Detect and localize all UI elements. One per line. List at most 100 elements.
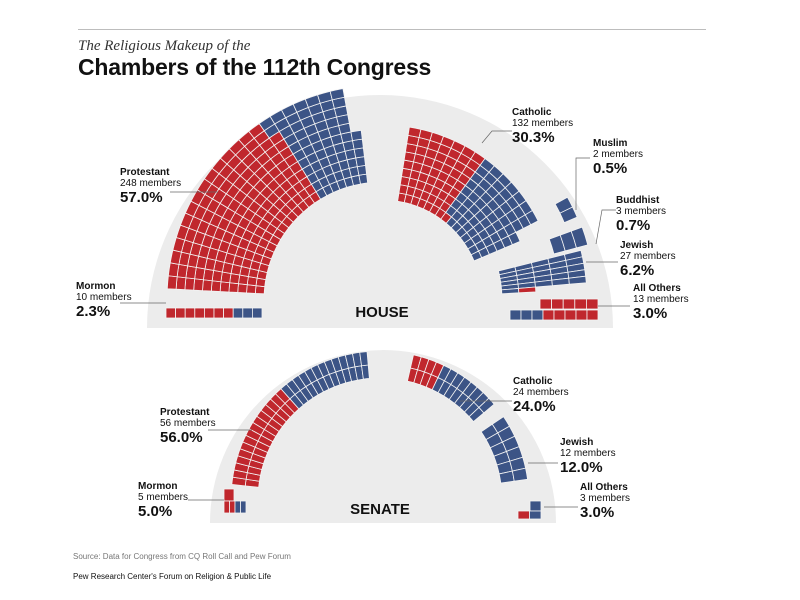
senate-catholic-seat — [478, 397, 495, 414]
house-catholic-seat — [507, 231, 521, 246]
senate-mormon-name: Mormon — [138, 481, 178, 492]
senate-mormon-seat — [234, 500, 241, 514]
house-protestant-seat — [202, 279, 213, 292]
senate-catholic-count: 24 members — [513, 387, 569, 398]
senate-mormon-seat — [223, 500, 230, 514]
house-others-seat — [551, 298, 564, 310]
senate-mormon-seat — [240, 500, 247, 514]
source-note: Source: Data for Congress from CQ Roll C… — [73, 552, 291, 561]
house-jewish-label: Jewish 27 members 6.2% — [620, 240, 676, 279]
house-muslim-percent: 0.5% — [593, 160, 628, 177]
house-mormon-seat — [251, 307, 263, 319]
senate-mormon-seat — [229, 500, 236, 514]
senate-others-seat — [529, 510, 542, 520]
house-buddhist-label: Buddhist 3 members 0.7% — [616, 195, 666, 234]
house-chamber-label: HOUSE — [355, 304, 409, 321]
house-others-seat — [509, 309, 522, 321]
house-muslim-seat — [559, 206, 578, 224]
senate-jewish-count: 12 members — [560, 448, 616, 459]
senate-protestant-seat — [361, 364, 370, 380]
house-mormon-seat — [175, 307, 186, 319]
house-others-seat — [574, 298, 587, 310]
house-others-seat — [586, 298, 599, 310]
house-protestant-seat — [246, 284, 257, 294]
house-catholic-name: Catholic — [512, 107, 552, 118]
organization-credit: Pew Research Center's Forum on Religion … — [73, 572, 272, 581]
house-protestant-name: Protestant — [120, 167, 170, 178]
house-others-name: All Others — [633, 283, 681, 294]
senate-mormon-percent: 5.0% — [138, 503, 173, 520]
senate-catholic-label: Catholic 24 members 24.0% — [513, 376, 569, 415]
senate-mormon-count: 5 members — [138, 492, 189, 503]
house-mormon-percent: 2.3% — [76, 303, 111, 320]
house-protestant-seat — [355, 156, 366, 168]
house-mormon-seat — [232, 307, 244, 319]
senate-jewish-label: Jewish 12 members 12.0% — [560, 437, 616, 476]
house-protestant-seat — [175, 276, 187, 291]
house-buddhist-name: Buddhist — [616, 195, 660, 206]
senate-protestant-percent: 56.0% — [160, 429, 203, 446]
house-jewish-percent: 6.2% — [620, 262, 655, 279]
house-protestant-seat — [358, 173, 369, 185]
house-mormon-seat — [165, 307, 177, 319]
house-protestant-seat — [193, 278, 204, 292]
house-others-seat — [562, 298, 576, 310]
senate-catholic-name: Catholic — [513, 376, 553, 387]
house-protestant-seat — [219, 281, 231, 293]
house-others-seat — [539, 298, 553, 310]
house-catholic-leader — [481, 130, 512, 144]
house-protestant-seat — [356, 164, 367, 176]
senate-mormon-label: Mormon 5 members 5.0% — [138, 481, 188, 520]
house-buddhist-leader — [595, 209, 616, 245]
house-protestant-seat — [350, 129, 363, 142]
house-catholic-seat — [524, 210, 539, 226]
senate-protestant-label: Protestant 56 members 56.0% — [160, 407, 216, 446]
senate-catholic-percent: 24.0% — [513, 398, 556, 415]
house-mormon-seat — [203, 307, 215, 319]
house-buddhist-percent: 0.7% — [616, 217, 651, 234]
senate-others-count: 3 members — [580, 493, 631, 504]
house-catholic-percent: 30.3% — [512, 129, 555, 146]
house-muslim-leader — [575, 157, 590, 210]
house-others-seat — [553, 309, 566, 321]
house-jewish-seat — [568, 275, 587, 285]
senate-chamber-label: SENATE — [350, 501, 410, 518]
house-jewish-seat — [518, 286, 537, 294]
house-mormon-label: Mormon 10 members 2.3% — [76, 281, 132, 320]
house-jewish-count: 27 members — [620, 251, 676, 262]
house-mormon-seat — [184, 307, 196, 319]
house-catholic-count: 132 members — [512, 118, 574, 129]
house-protestant-seat — [166, 275, 178, 290]
house-buddhist-seat — [570, 226, 589, 249]
senate-mormon-seat — [223, 488, 235, 502]
house-muslim-count: 2 members — [593, 149, 644, 160]
house-others-seat — [564, 309, 577, 321]
house-protestant-seat — [210, 280, 222, 292]
house-protestant-seat — [329, 88, 345, 101]
house-others-seat — [542, 309, 555, 321]
senate-others-label: All Others 3 members 3.0% — [580, 482, 630, 521]
leader-lines — [120, 130, 630, 508]
senate-others-seat — [529, 500, 542, 512]
chart-subtitle: The Religious Makeup of the — [78, 38, 251, 54]
house-muslim-label: Muslim 2 members 0.5% — [593, 138, 643, 177]
house-jewish-name: Jewish — [620, 240, 654, 251]
house-others-seat — [531, 309, 544, 321]
senate-others-name: All Others — [580, 482, 628, 493]
house-others-seat — [586, 309, 599, 321]
chart-title: Chambers of the 112th Congress — [78, 54, 432, 80]
house-mormon-seat — [223, 307, 234, 319]
house-seats — [165, 88, 599, 321]
senate-others-percent: 3.0% — [580, 504, 615, 521]
house-muslim-name: Muslim — [593, 138, 628, 149]
house-others-label: All Others 13 members 3.0% — [633, 283, 689, 322]
senate-jewish-name: Jewish — [560, 437, 594, 448]
house-protestant-seat — [228, 282, 239, 293]
house-protestant-seat — [167, 262, 180, 278]
house-others-seat — [520, 309, 533, 321]
house-protestant-seat — [184, 277, 196, 291]
senate-protestant-count: 56 members — [160, 418, 216, 429]
senate-jewish-seat — [511, 467, 529, 482]
senate-others-seat — [517, 510, 530, 520]
